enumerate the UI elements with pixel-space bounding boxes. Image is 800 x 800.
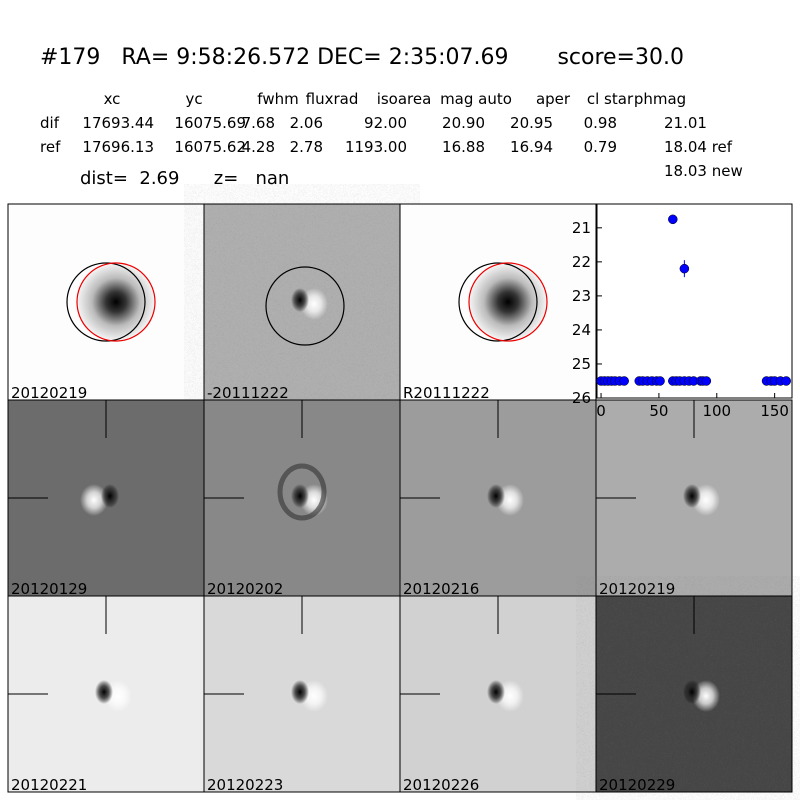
table-cell: 1193.00 bbox=[345, 138, 407, 156]
table-cell: 18.04 ref bbox=[664, 138, 733, 156]
column-header: cl star bbox=[587, 90, 634, 108]
point bbox=[668, 214, 678, 225]
point bbox=[679, 263, 690, 274]
residual-light bbox=[80, 484, 108, 516]
point bbox=[701, 376, 712, 386]
stamp-label: 20120229 bbox=[599, 776, 675, 794]
column-header: aper bbox=[536, 90, 571, 108]
extra: 18.03 new bbox=[664, 162, 743, 180]
stamp-label: 20120223 bbox=[207, 776, 283, 794]
stamp-label: 20120221 bbox=[11, 776, 87, 794]
column-header: fwhm bbox=[257, 90, 298, 108]
y-tick-label: 25 bbox=[572, 355, 591, 373]
column-header: isoarea bbox=[377, 90, 432, 108]
table-cell: 17693.44 bbox=[82, 114, 154, 132]
point bbox=[619, 376, 629, 386]
star bbox=[76, 262, 156, 342]
x-tick-label: 100 bbox=[702, 402, 731, 420]
x-tick-label: 50 bbox=[649, 402, 668, 420]
stamp-label: 20120202 bbox=[207, 580, 283, 598]
stamp-frame bbox=[595, 595, 793, 793]
table-cell: dif bbox=[40, 114, 60, 132]
table-cell: 16.94 bbox=[510, 138, 553, 156]
ring bbox=[277, 463, 327, 521]
stamp-label: 20120226 bbox=[403, 776, 479, 794]
table-cell: 16.88 bbox=[442, 138, 485, 156]
residual-dark bbox=[291, 288, 309, 312]
table-cell: 92.00 bbox=[364, 114, 407, 132]
table-cell: 16075.69 bbox=[174, 114, 246, 132]
stamp-label: 20120219 bbox=[599, 580, 675, 598]
summary: dist= 2.69 z= nan bbox=[80, 168, 289, 189]
aperture bbox=[76, 262, 156, 342]
residual-dark bbox=[95, 680, 113, 704]
star bbox=[468, 262, 548, 342]
column-header: fluxrad bbox=[306, 90, 359, 108]
column-header: mag auto bbox=[440, 90, 512, 108]
table-cell: 2.78 bbox=[290, 138, 323, 156]
y-tick-label: 23 bbox=[572, 287, 591, 305]
aperture bbox=[458, 262, 538, 342]
table-cell: 4.28 bbox=[242, 138, 275, 156]
residual-dark bbox=[101, 484, 119, 508]
y-tick-label: 26 bbox=[572, 389, 591, 407]
title: #179 RA= 9:58:26.572 DEC= 2:35:07.69 sco… bbox=[40, 45, 684, 70]
stamp-label: 20120129 bbox=[11, 580, 87, 598]
table-cell: 7.68 bbox=[242, 114, 275, 132]
table-cell: ref bbox=[40, 138, 61, 156]
column-header: yc bbox=[185, 90, 202, 108]
aperture bbox=[468, 262, 548, 342]
y-tick-label: 24 bbox=[572, 321, 591, 339]
plot-bg bbox=[596, 203, 793, 399]
table-cell: 2.06 bbox=[290, 114, 323, 132]
residual-dark bbox=[683, 484, 701, 508]
residual-dark bbox=[291, 484, 309, 508]
x-tick-label: 0 bbox=[596, 402, 606, 420]
table-cell: 0.79 bbox=[584, 138, 617, 156]
residual-dark bbox=[683, 680, 701, 704]
point bbox=[781, 376, 791, 386]
stamp-label: R20111222 bbox=[403, 384, 490, 402]
stamp-label: 20120216 bbox=[403, 580, 479, 598]
stamp-label: 20120219 bbox=[11, 384, 87, 402]
residual-dark bbox=[487, 484, 505, 508]
column-header: phmag bbox=[634, 90, 686, 108]
aperture bbox=[66, 262, 146, 342]
residual-dark bbox=[291, 680, 309, 704]
point bbox=[655, 376, 665, 386]
aperture bbox=[265, 266, 345, 346]
y-tick-label: 22 bbox=[572, 253, 591, 271]
residual-dark bbox=[487, 680, 505, 704]
column-header: xc bbox=[104, 90, 121, 108]
table-cell: 20.95 bbox=[510, 114, 553, 132]
table-cell: 17696.13 bbox=[82, 138, 154, 156]
table-cell: 20.90 bbox=[442, 114, 485, 132]
table-cell: 16075.62 bbox=[174, 138, 246, 156]
y-tick-label: 21 bbox=[572, 219, 591, 237]
table-cell: 0.98 bbox=[584, 114, 617, 132]
x-tick-label: 150 bbox=[760, 402, 789, 420]
table-cell: 21.01 bbox=[664, 114, 707, 132]
stamp-label: -20111222 bbox=[207, 384, 289, 402]
